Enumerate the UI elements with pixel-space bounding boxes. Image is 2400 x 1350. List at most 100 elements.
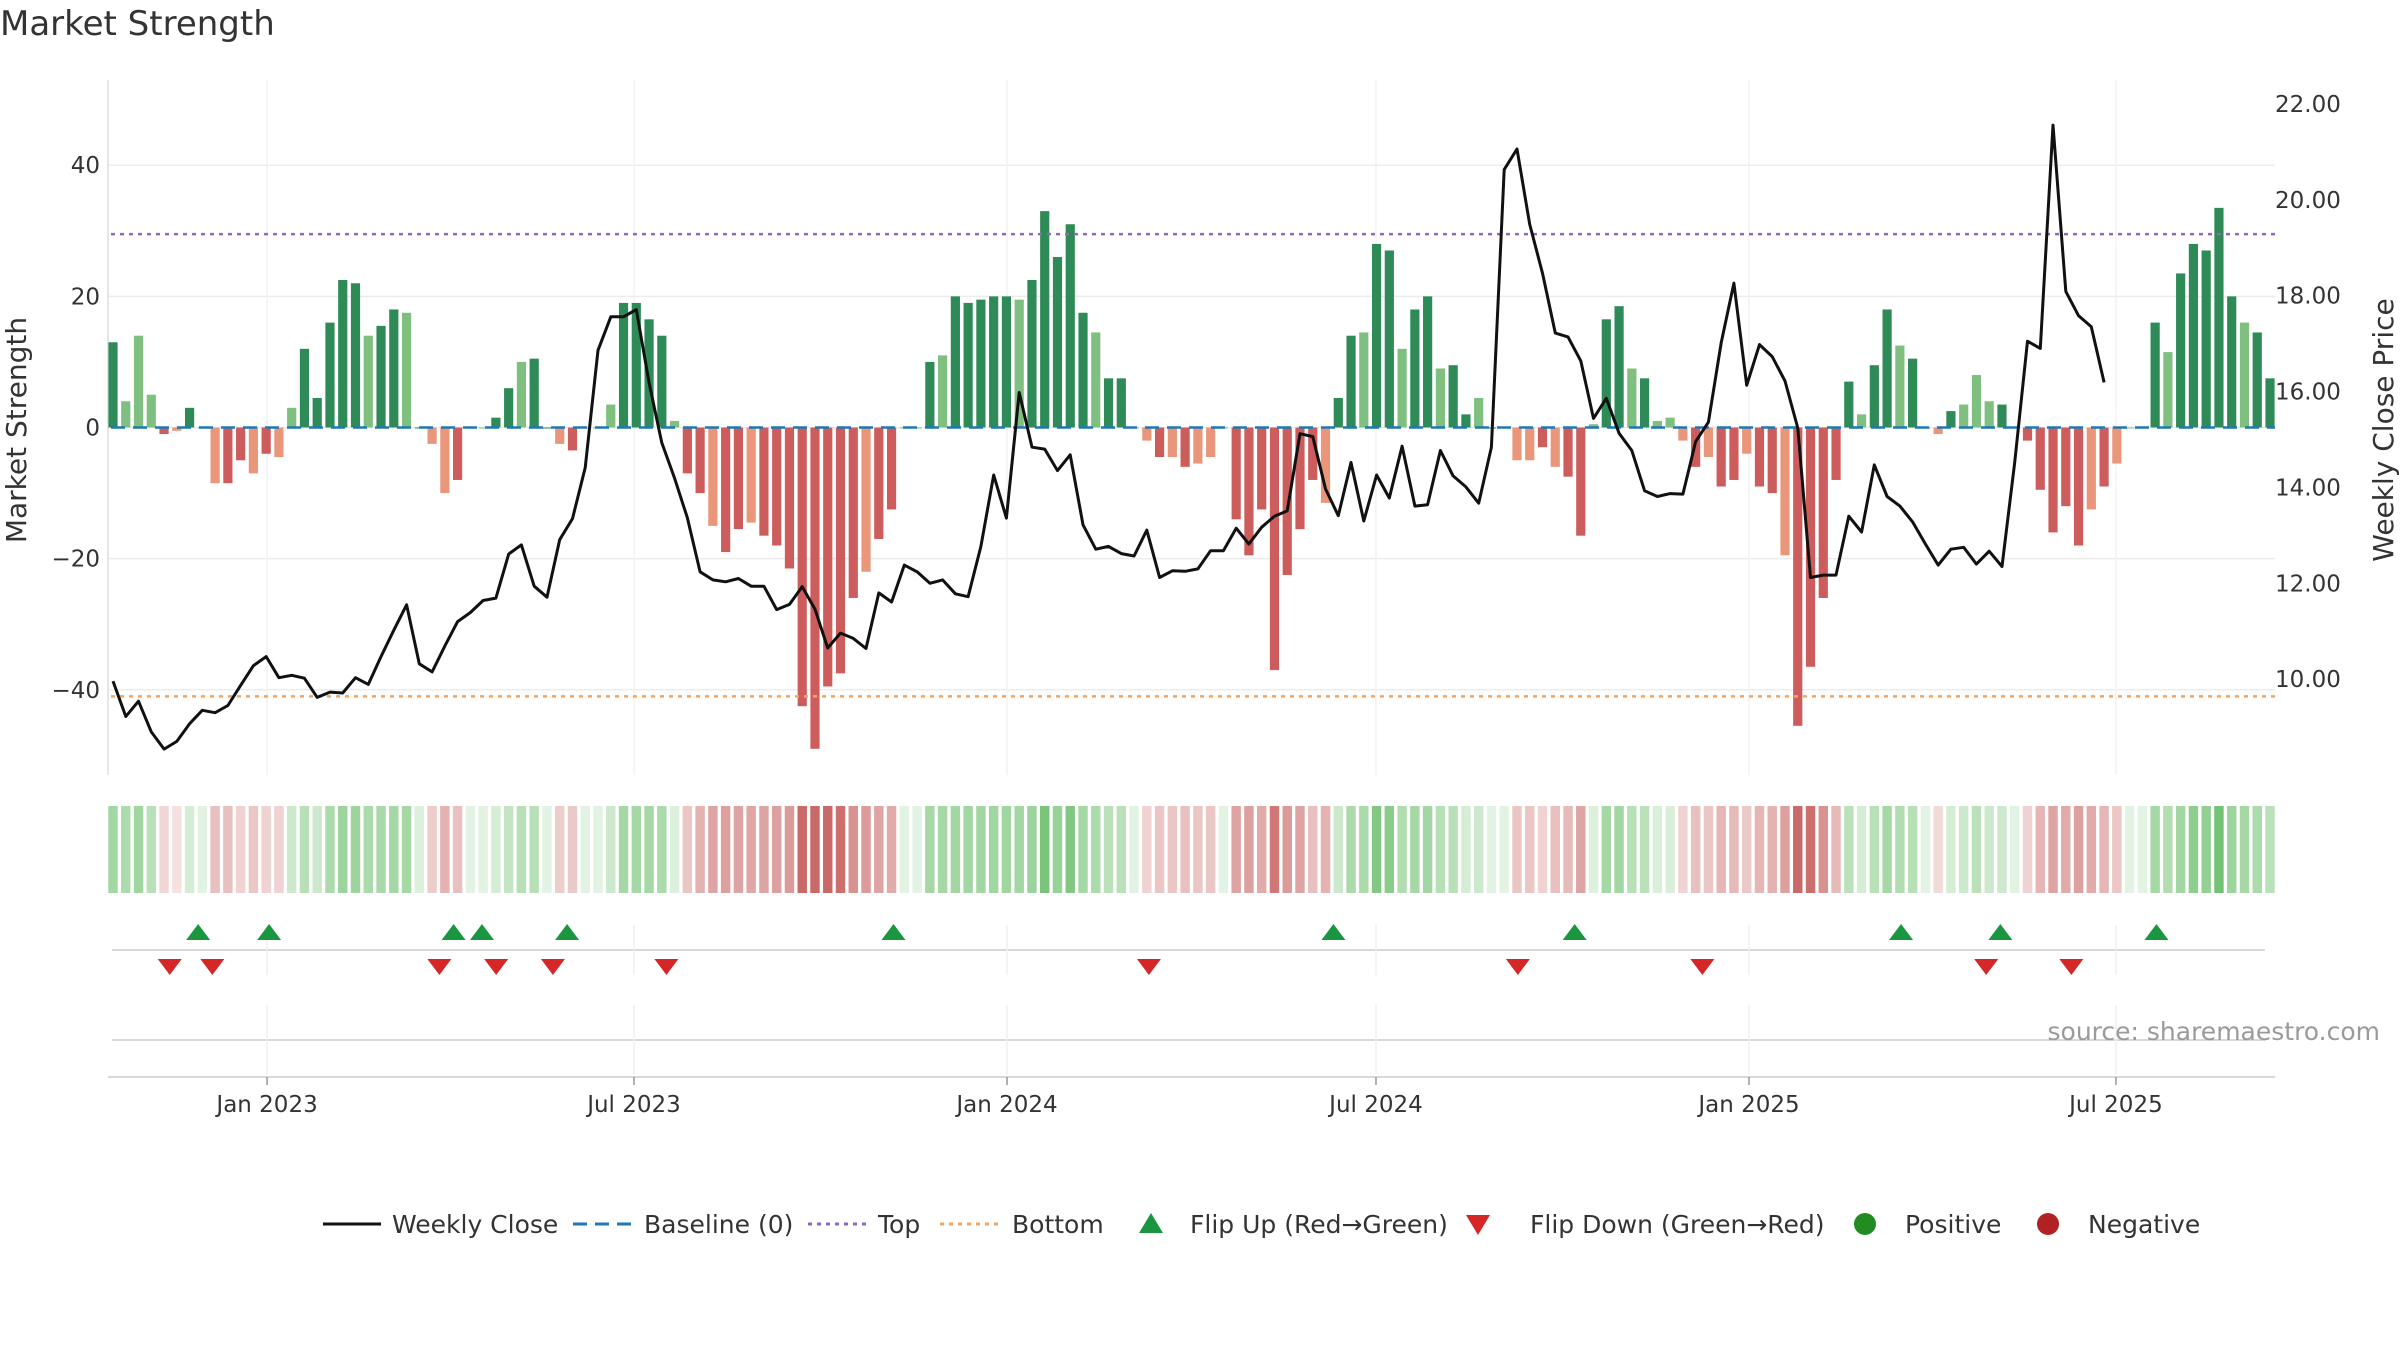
strength-bar <box>363 335 373 428</box>
strength-bar <box>1882 309 1892 428</box>
strip-cell <box>771 806 782 893</box>
strength-bar <box>797 427 807 707</box>
strength-bar <box>1652 420 1662 428</box>
strip-cell <box>1078 806 1088 893</box>
strip-cell <box>1205 806 1216 893</box>
strip-cell <box>401 806 412 893</box>
strip-cell <box>1410 806 1420 893</box>
strength-bar <box>2099 427 2109 487</box>
flip-down-marker <box>1136 959 1161 975</box>
strength-bar <box>1206 427 1216 458</box>
strength-bar <box>1729 427 1739 480</box>
strength-bar <box>1601 319 1611 428</box>
strip-cell <box>1218 806 1229 893</box>
strip-cell <box>159 806 169 893</box>
strength-bar <box>478 427 488 429</box>
strength-bar <box>1959 404 1969 428</box>
strip-cell <box>2137 806 2148 893</box>
legend-flip-down-marker <box>1466 1215 1490 1235</box>
strength-bar <box>1946 411 1956 428</box>
strength-bar <box>274 427 284 458</box>
flip-down-marker <box>1974 959 1999 975</box>
strip-cell <box>465 806 476 893</box>
strip-cell <box>1933 806 1943 893</box>
strength-bar <box>1588 424 1599 428</box>
flip-up-marker <box>441 924 466 940</box>
strip-cell <box>312 806 322 893</box>
strength-bar <box>1091 332 1101 428</box>
strength-bar <box>810 427 820 749</box>
strip-cell <box>2073 806 2084 893</box>
strip-cell <box>899 806 910 893</box>
legend-flip-down-label: Flip Down (Green→Red) <box>1530 1210 1825 1239</box>
legend-top-label: Top <box>877 1210 920 1239</box>
legend-bottom-label: Bottom <box>1012 1210 1104 1239</box>
strength-bar <box>1614 306 1624 428</box>
strength-bar <box>2214 207 2224 428</box>
strength-bar <box>2265 378 2275 428</box>
strip-cell <box>1805 806 1816 893</box>
y-tick-label: −20 <box>51 547 100 573</box>
strip-cell <box>1103 806 1114 893</box>
strength-bar <box>695 427 705 494</box>
strip-cell <box>1741 806 1752 893</box>
strength-bar <box>338 279 348 428</box>
strip-cell <box>874 806 884 893</box>
strip-cell <box>1627 806 1637 893</box>
strength-bar <box>657 335 667 428</box>
strip-cell <box>618 806 629 893</box>
strip-cell <box>593 806 603 893</box>
strength-bar <box>261 427 271 454</box>
strength-bar <box>133 335 144 428</box>
strength-bars <box>108 207 2275 749</box>
strip-cell <box>452 806 463 893</box>
strip-cell <box>1359 806 1369 893</box>
strip-cell <box>1588 806 1599 893</box>
strip-cell <box>1384 806 1395 893</box>
strength-bar <box>1359 332 1369 428</box>
flip-down-marker <box>427 959 452 975</box>
strip-cell <box>2124 806 2135 893</box>
strip-cell <box>1167 806 1178 893</box>
strip-cell <box>1231 806 1241 893</box>
strip-cell <box>491 806 501 893</box>
strength-bar <box>963 302 973 428</box>
strength-bar <box>1295 427 1305 530</box>
source-label: source: sharemaestro.com <box>2048 1017 2381 1046</box>
y2-tick-label: 16.00 <box>2275 380 2341 406</box>
strip-cell <box>133 806 144 893</box>
strength-bar <box>1448 365 1458 428</box>
strength-bar <box>1320 427 1331 503</box>
strip-cell <box>2188 806 2199 893</box>
x-tick-label: Jan 2023 <box>214 1092 317 1118</box>
strength-bar <box>542 427 552 429</box>
strip-cell <box>2201 806 2211 893</box>
strip-cell <box>427 806 437 893</box>
y2-axis-label: Weekly Close Price <box>2367 298 2400 561</box>
x-tick-label: Jan 2024 <box>954 1092 1057 1118</box>
strength-bar <box>1908 358 1918 428</box>
strip-cell <box>1193 806 1203 893</box>
strip-cell <box>274 806 284 893</box>
strength-bar <box>1537 427 1548 448</box>
strip-cell <box>1780 806 1790 893</box>
strength-bar <box>401 312 412 428</box>
strip-cell <box>146 806 157 893</box>
legend-negative-label: Negative <box>2088 1210 2200 1239</box>
strength-bar <box>746 427 756 523</box>
strip-cell <box>184 806 195 893</box>
flip-up-marker <box>1562 924 1587 940</box>
strip-cell <box>248 806 259 893</box>
strength-bar <box>1346 335 1356 428</box>
weekly-close-line <box>111 123 2106 751</box>
strength-bar <box>491 417 501 428</box>
strip-cell <box>1499 806 1509 893</box>
strength-bar <box>287 407 297 428</box>
strip-cell <box>1435 806 1446 893</box>
strength-bar <box>2176 273 2186 428</box>
strip-cell <box>759 806 769 893</box>
strength-bar <box>708 427 718 526</box>
strip-cell <box>172 806 182 893</box>
strength-bar <box>376 325 386 428</box>
